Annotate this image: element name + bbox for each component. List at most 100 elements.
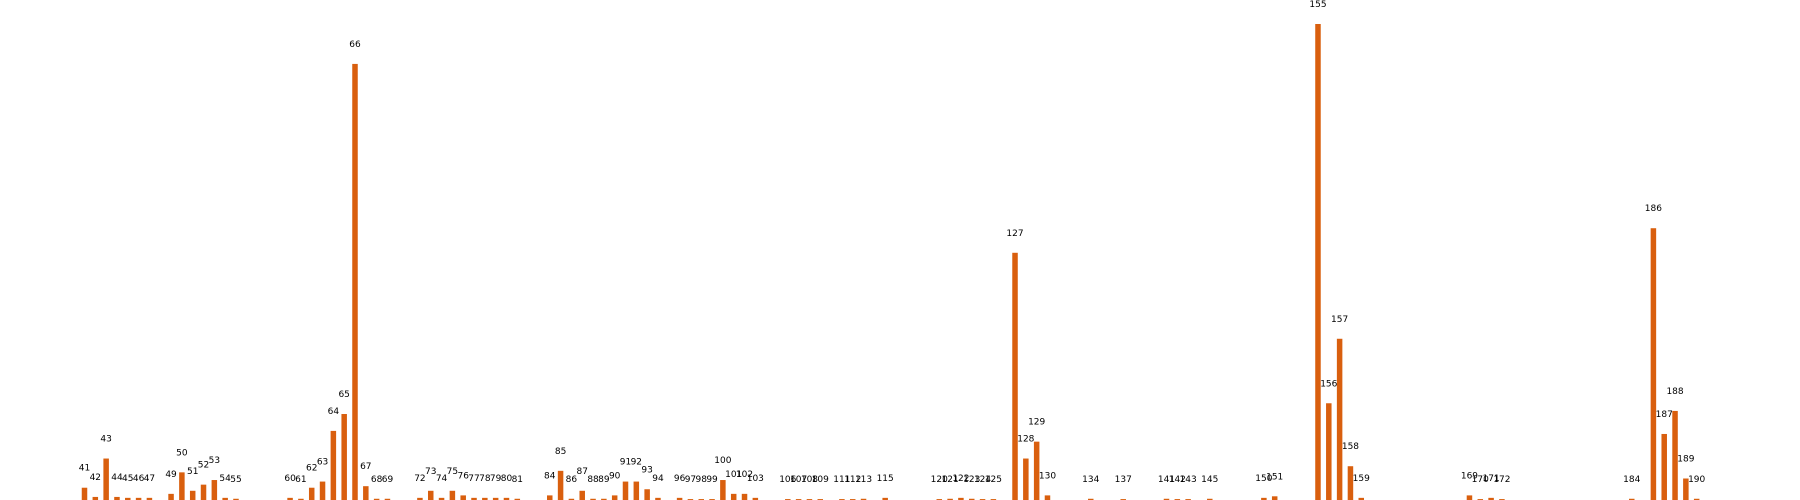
bar-label-102: 102 — [736, 470, 753, 480]
bar-96 — [676, 497, 683, 500]
bar-77 — [471, 497, 477, 500]
bar-label-52: 52 — [198, 461, 209, 471]
bar-94 — [655, 497, 661, 500]
bar-label-99: 99 — [706, 475, 718, 485]
bar-label-169: 169 — [1461, 471, 1478, 481]
bar-label-69: 69 — [382, 475, 394, 485]
bar-label-158: 158 — [1342, 442, 1359, 452]
bar-69 — [384, 498, 391, 500]
bar-43 — [103, 458, 109, 500]
bar-186 — [1650, 228, 1657, 500]
bar-113 — [860, 498, 867, 500]
bar-label-124: 124 — [974, 475, 991, 485]
bar-label-74: 74 — [436, 474, 448, 484]
bars-layer — [81, 24, 1700, 500]
bar-label-68: 68 — [371, 475, 383, 485]
bar-label-88: 88 — [587, 475, 599, 485]
bar-label-73: 73 — [425, 467, 436, 477]
bar-73 — [427, 490, 434, 500]
bar-169 — [1466, 495, 1473, 500]
bar-115 — [882, 497, 888, 500]
bar-label-127: 127 — [1006, 229, 1023, 239]
bar-label-53: 53 — [209, 456, 220, 466]
bar-label-123: 123 — [963, 475, 980, 485]
bar-label-55: 55 — [230, 475, 241, 485]
bar-150 — [1261, 497, 1267, 500]
bar-label-97: 97 — [685, 475, 696, 485]
bar-label-157: 157 — [1331, 315, 1348, 325]
bar-54 — [222, 497, 228, 500]
bar-187 — [1661, 433, 1667, 500]
bar-72 — [417, 497, 423, 500]
bar-label-186: 186 — [1645, 204, 1662, 214]
bar-130 — [1044, 495, 1051, 500]
bar-151 — [1271, 496, 1278, 500]
bar-103 — [752, 497, 759, 500]
bar-64 — [330, 430, 337, 500]
bar-label-120: 120 — [931, 475, 948, 485]
bar-79 — [492, 497, 499, 500]
bar-label-121: 121 — [942, 475, 959, 485]
bar-157 — [1336, 338, 1343, 500]
bar-67 — [363, 486, 369, 500]
bar-label-106: 106 — [779, 475, 796, 485]
bar-74 — [438, 497, 445, 500]
bar-label-142: 142 — [1169, 475, 1186, 485]
bar-label-62: 62 — [306, 464, 317, 474]
bar-52 — [200, 484, 207, 500]
bar-50 — [179, 472, 185, 500]
bar-label-151: 151 — [1266, 472, 1283, 482]
bar-label-87: 87 — [576, 467, 587, 477]
bar-78 — [482, 497, 488, 500]
bar-189 — [1683, 478, 1689, 500]
bar-89 — [601, 498, 607, 500]
bar-84 — [547, 495, 553, 500]
bar-155 — [1315, 24, 1321, 500]
bar-45 — [125, 497, 131, 500]
bar-44 — [114, 496, 120, 500]
bar-label-187: 187 — [1656, 410, 1673, 420]
bar-190 — [1693, 498, 1700, 500]
bar-label-103: 103 — [747, 474, 764, 484]
bar-42 — [92, 496, 99, 500]
bar-label-137: 137 — [1115, 475, 1132, 485]
bar-label-72: 72 — [414, 474, 425, 484]
bar-76 — [460, 495, 466, 500]
bar-51 — [189, 490, 196, 500]
bar-label-155: 155 — [1309, 0, 1326, 10]
bar-label-98: 98 — [696, 475, 708, 485]
bar-label-76: 76 — [457, 471, 469, 481]
bar-label-51: 51 — [187, 467, 198, 477]
bar-75 — [449, 490, 456, 500]
bar-label-84: 84 — [544, 471, 556, 481]
bar-134 — [1088, 498, 1094, 500]
bar-label-47: 47 — [144, 474, 155, 484]
bar-label-170: 170 — [1472, 475, 1489, 485]
bar-46 — [135, 497, 142, 500]
bar-122 — [958, 497, 964, 500]
bar-label-79: 79 — [490, 474, 502, 484]
bar-145 — [1207, 498, 1213, 500]
bar-label-44: 44 — [111, 473, 123, 483]
bar-label-141: 141 — [1158, 475, 1175, 485]
bar-label-109: 109 — [812, 475, 829, 485]
bar-label-67: 67 — [360, 462, 371, 472]
bar-label-65: 65 — [338, 390, 349, 400]
bar-label-143: 143 — [1180, 475, 1197, 485]
bar-141 — [1163, 498, 1170, 500]
bar-label-107: 107 — [790, 475, 807, 485]
bar-label-190: 190 — [1688, 475, 1705, 485]
bar-68 — [373, 498, 380, 500]
bar-label-188: 188 — [1666, 387, 1683, 397]
bar-label-134: 134 — [1082, 475, 1099, 485]
bar-label-93: 93 — [641, 465, 652, 475]
bar-label-184: 184 — [1623, 475, 1640, 485]
bar-label-86: 86 — [566, 475, 578, 485]
bar-label-54: 54 — [219, 474, 231, 484]
bar-128 — [1023, 458, 1029, 500]
bar-91 — [622, 481, 629, 500]
bar-81 — [514, 498, 521, 500]
bar-label-63: 63 — [317, 458, 328, 468]
bar-label-112: 112 — [844, 475, 861, 485]
